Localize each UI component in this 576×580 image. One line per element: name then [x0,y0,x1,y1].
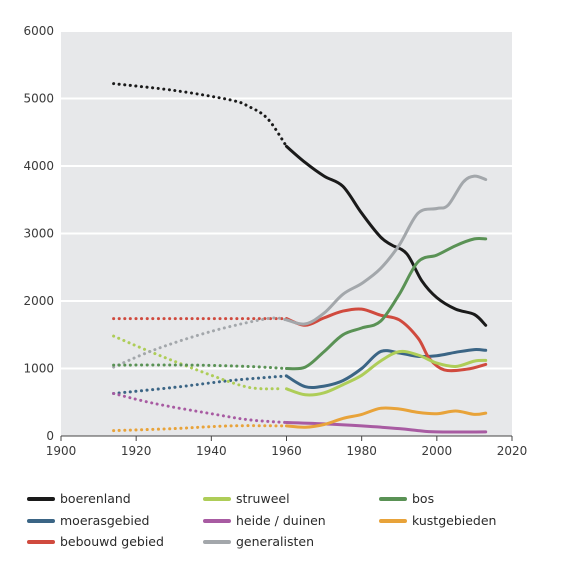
series-boerenland [112,82,488,327]
series-bebouwd-gebied [112,307,488,373]
x-tick-label: 2020 [497,444,528,458]
series-generalisten [112,174,488,369]
legend: boerenland struweel bos moerasgebied heide /… [27,491,496,549]
y-tick-label: 3000 [23,227,54,241]
series-line-boerenland [285,144,488,327]
legend-label: heide / duinen [236,513,326,528]
axes: 0 1000 2000 3000 4000 5000 6000 1900 1920 1940 196… [23,24,527,458]
series-line-dotted-generalisten [112,316,288,369]
series-struweel [112,334,488,397]
series-moerasgebied [112,348,488,395]
legend-item-bos: bos [379,491,434,506]
legend-label: bebouwd gebied [60,534,164,549]
legend-item-kustgebieden: kustgebieden [379,513,496,528]
series-line-bebouwd-gebied [285,307,488,373]
x-tick-label: 1940 [196,444,227,458]
series-line-dotted-heide-duinen [112,392,288,424]
y-tick-label: 2000 [23,294,54,308]
legend-item-heide-duinen: heide / duinen [203,513,326,528]
series-line-dotted-struweel [112,334,281,391]
series-kustgebieden [112,406,488,433]
series-line-kustgebieden [285,406,488,429]
x-tick-label: 1960 [271,444,302,458]
series-line-dotted-moerasgebied [112,374,288,395]
series-line-dotted-bos [112,363,288,370]
legend-item-struweel: struweel [203,491,290,506]
x-tick-label: 1920 [121,444,152,458]
legend-item-generalisten: generalisten [203,534,314,549]
y-tick-label: 5000 [23,92,54,106]
series-line-generalisten [285,174,488,326]
legend-item-bebouwd-gebied: bebouwd gebied [27,534,164,549]
legend-item-moerasgebied: moerasgebied [27,513,149,528]
series-line-dotted-boerenland [112,82,288,148]
x-tick-label: 2000 [422,444,453,458]
legend-item-boerenland: boerenland [27,491,131,506]
y-tick-label: 0 [46,429,54,443]
y-tick-label: 6000 [23,24,54,38]
series-bos [112,236,488,371]
legend-label: struweel [236,491,290,506]
x-tick-label: 1900 [46,444,77,458]
legend-label: generalisten [236,534,314,549]
series-lines [112,82,488,434]
y-tick-label: 1000 [23,362,54,376]
y-tick-label: 4000 [23,159,54,173]
x-tick-label: 1980 [346,444,377,458]
legend-label: kustgebieden [412,513,496,528]
series-line-bos [285,236,488,371]
legend-label: boerenland [60,491,131,506]
series-line-struweel [285,349,488,397]
gridlines [61,30,512,370]
legend-label: moerasgebied [60,513,149,528]
legend-label: bos [412,491,434,506]
series-line-moerasgebied [285,348,488,390]
series-line-dotted-kustgebieden [112,424,288,433]
